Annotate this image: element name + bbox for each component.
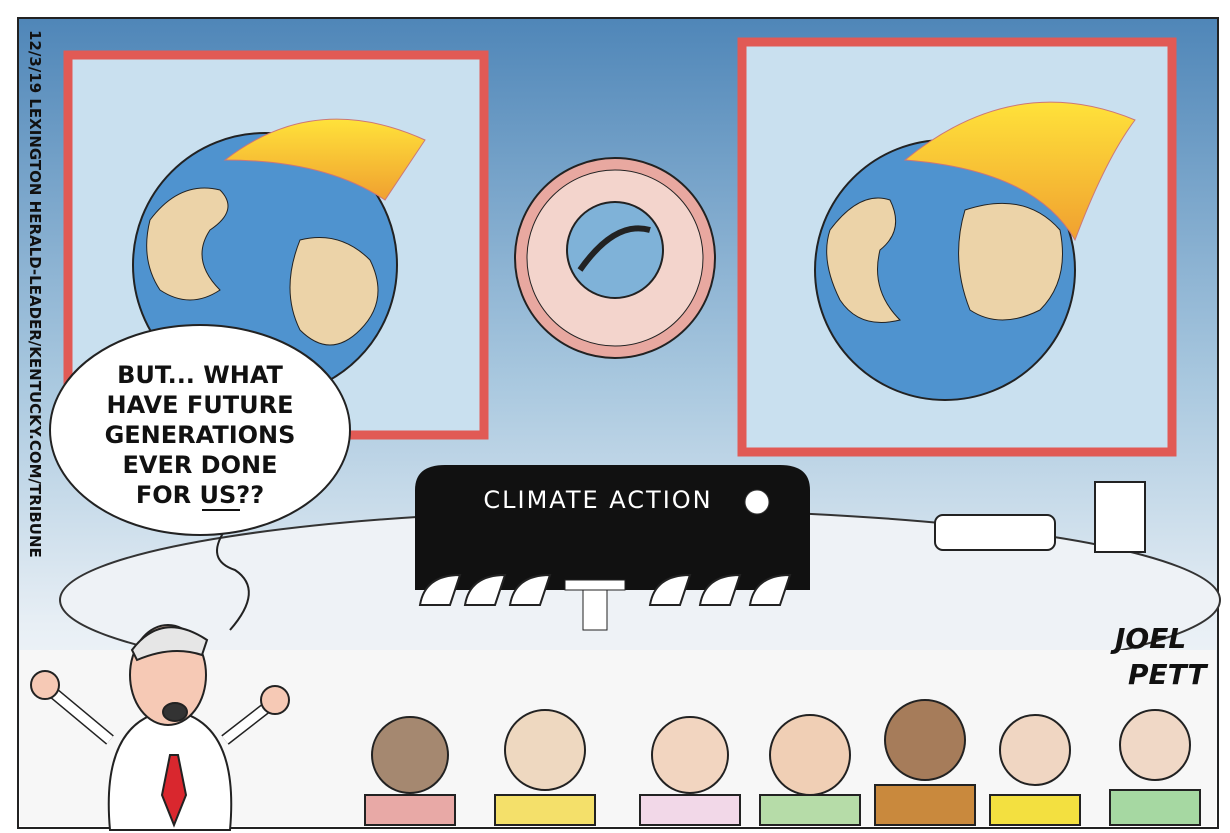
speech-line: EVER DONE [122, 451, 277, 479]
speech-line: HAVE FUTURE [107, 391, 294, 419]
signature: PETT [1128, 658, 1208, 691]
podium-sign: CLIMATE ACTION [483, 486, 712, 514]
right-screen [742, 42, 1172, 452]
un-emblem [515, 158, 715, 358]
speech-line: BUT... WHAT [117, 361, 283, 389]
credit: 12/3/19 LEXINGTON HERALD-LEADER/KENTUCKY… [26, 30, 44, 558]
signature: JOEL [1110, 622, 1186, 655]
speech-line: FOR US?? [136, 481, 264, 509]
speech-line: GENERATIONS [105, 421, 296, 449]
cartoon: CLIMATE ACTION BUT... WHAT [0, 0, 1230, 833]
